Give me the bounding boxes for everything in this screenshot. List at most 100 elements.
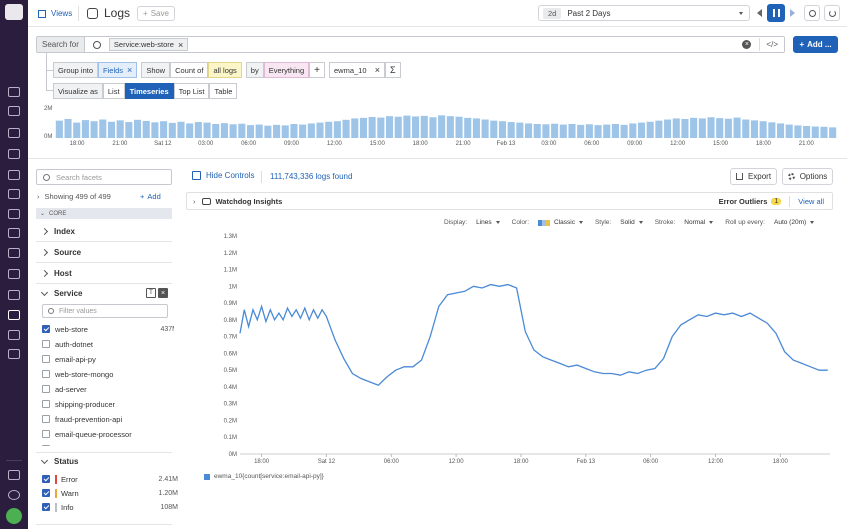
pause-icon bbox=[772, 9, 780, 17]
timeseries-chart[interactable]: 1.3M 1.2M 1.1M 1M 0.9M 0.8M 0.7M 0.6M 0.5M 0.4M 0.… bbox=[186, 228, 836, 480]
checkbox[interactable] bbox=[42, 385, 50, 393]
add-group-button[interactable]: + bbox=[309, 62, 325, 78]
core-section[interactable]: ⌄ CORE bbox=[36, 208, 172, 219]
color-select[interactable]: Classic bbox=[538, 219, 583, 226]
viz-list-option[interactable]: List bbox=[102, 83, 125, 99]
options-button[interactable]: Options bbox=[782, 168, 833, 185]
close-icon[interactable]: × bbox=[158, 288, 168, 298]
rum-icon[interactable] bbox=[8, 248, 20, 258]
add-facet-button[interactable]: + Add bbox=[140, 192, 161, 201]
pin-facet-icon[interactable]: T bbox=[146, 288, 156, 298]
service-facet-item[interactable]: fraud-prevention-api- bbox=[42, 412, 174, 426]
integrations-icon[interactable] bbox=[8, 349, 20, 359]
checkbox[interactable] bbox=[42, 340, 50, 348]
chevron-right-icon[interactable]: › bbox=[37, 192, 40, 201]
facet-service[interactable]: Service bbox=[40, 288, 82, 298]
facet-source[interactable]: Source bbox=[40, 248, 81, 257]
help-icon[interactable] bbox=[8, 490, 20, 500]
checkbox[interactable] bbox=[42, 489, 50, 497]
checkbox[interactable] bbox=[42, 355, 50, 363]
service-facet-item[interactable]: auth-dotnet- bbox=[42, 337, 174, 351]
status-facet-item[interactable]: Warn 1.20M bbox=[42, 486, 178, 500]
facet-search[interactable]: Search facets bbox=[36, 169, 172, 185]
service-facet-item[interactable]: shipping-producer- bbox=[42, 397, 174, 411]
facet-host[interactable]: Host bbox=[40, 269, 72, 278]
display-select[interactable]: Lines bbox=[476, 219, 500, 226]
checkbox[interactable] bbox=[42, 400, 50, 408]
stroke-select[interactable]: Normal bbox=[684, 219, 714, 226]
views-button[interactable]: Views bbox=[38, 7, 72, 20]
security-icon[interactable] bbox=[8, 189, 20, 199]
search-term-chip[interactable]: Service:web-store × bbox=[108, 38, 189, 51]
histogram-bar bbox=[594, 125, 602, 138]
avatar[interactable] bbox=[6, 508, 22, 524]
checkbox[interactable] bbox=[42, 445, 50, 446]
apm-icon[interactable] bbox=[8, 209, 20, 219]
service-filter-input[interactable]: Filter values bbox=[59, 307, 97, 315]
watchdog-insights-bar[interactable]: › Watchdog Insights Error Outliers 1 Vie… bbox=[186, 192, 833, 210]
refresh-button[interactable] bbox=[824, 5, 840, 21]
checkbox[interactable] bbox=[42, 503, 50, 511]
log-volume-histogram[interactable]: 2M 0M 18:00 21:00 Sat 12 03:00 06:00 09:00 12:… bbox=[28, 104, 847, 156]
service-facet-item[interactable]: web-store 437M bbox=[42, 322, 174, 336]
group-into-selector[interactable]: Fields × bbox=[98, 62, 138, 78]
close-icon[interactable]: × bbox=[374, 65, 380, 75]
service-facet-item[interactable]: email-api-py- bbox=[42, 352, 174, 366]
service-filter[interactable]: Filter values bbox=[42, 304, 168, 318]
binoculars-icon[interactable] bbox=[8, 106, 20, 116]
chart-icon[interactable] bbox=[8, 149, 20, 159]
back-icon bbox=[756, 9, 762, 17]
dashboard-icon[interactable] bbox=[8, 128, 20, 138]
add-function-button[interactable]: Σ bbox=[385, 62, 401, 78]
datadog-logo[interactable] bbox=[5, 4, 23, 20]
time-range-picker[interactable]: 2d Past 2 Days bbox=[538, 5, 750, 21]
service-facet-item[interactable]: email-queue-processor- bbox=[42, 427, 174, 441]
rollup-select[interactable]: Auto (20m) bbox=[774, 219, 815, 226]
checkbox[interactable] bbox=[42, 325, 50, 333]
status-facet-item[interactable]: Info 108M bbox=[42, 500, 178, 514]
facet-index[interactable]: Index bbox=[40, 227, 75, 236]
save-button[interactable]: + Save bbox=[137, 6, 175, 21]
hide-controls-toggle[interactable]: Hide Controls bbox=[192, 171, 254, 180]
chevron-down-icon bbox=[578, 221, 583, 224]
style-select[interactable]: Solid bbox=[620, 219, 643, 226]
checkbox[interactable] bbox=[42, 475, 50, 483]
export-button[interactable]: Export bbox=[730, 168, 777, 185]
facet-status[interactable]: Status bbox=[40, 456, 78, 466]
close-icon[interactable]: × bbox=[177, 39, 184, 50]
code-icon[interactable]: </> bbox=[766, 40, 778, 49]
chat-icon[interactable] bbox=[8, 470, 20, 480]
viz-timeseries-option[interactable]: Timeseries bbox=[124, 83, 174, 99]
checkbox[interactable] bbox=[42, 370, 50, 378]
close-icon[interactable]: × bbox=[127, 65, 133, 75]
measure-selector[interactable]: all logs bbox=[208, 62, 242, 78]
service-facet-item[interactable]: product-recommendati...- bbox=[42, 442, 174, 446]
synthetics-icon[interactable] bbox=[8, 269, 20, 279]
viz-toplist-option[interactable]: Top List bbox=[173, 83, 210, 99]
infrastructure-icon[interactable] bbox=[8, 170, 20, 180]
pause-button[interactable] bbox=[767, 4, 785, 22]
function-chip[interactable]: ewma_10 × bbox=[329, 62, 385, 78]
add-button[interactable]: + Add ... bbox=[793, 36, 838, 53]
zoom-button[interactable] bbox=[804, 5, 820, 21]
checkbox[interactable] bbox=[42, 415, 50, 423]
search-bar[interactable]: Search for Service:web-store × × </> bbox=[36, 36, 785, 53]
facet-search-input[interactable]: Search facets bbox=[56, 172, 102, 182]
shield-icon[interactable] bbox=[8, 330, 20, 340]
previous-time-button[interactable] bbox=[753, 5, 765, 21]
clear-search-icon[interactable]: × bbox=[742, 40, 752, 49]
series-line[interactable] bbox=[239, 283, 828, 386]
service-facet-item[interactable]: web-store-mongo- bbox=[42, 367, 174, 381]
search-icon[interactable] bbox=[8, 87, 20, 97]
notebook-icon[interactable] bbox=[8, 290, 20, 300]
chart-legend[interactable]: ewma_10{count[service:email-api-py]} bbox=[204, 473, 324, 480]
status-facet-item[interactable]: Error 2.41M bbox=[42, 472, 178, 486]
viz-table-option[interactable]: Table bbox=[209, 83, 238, 99]
forward-time-button[interactable] bbox=[786, 5, 798, 21]
group-by-selector[interactable]: Everything bbox=[263, 62, 310, 78]
logs-icon[interactable] bbox=[8, 310, 20, 320]
checkbox[interactable] bbox=[42, 430, 50, 438]
network-icon[interactable] bbox=[8, 228, 20, 238]
service-facet-item[interactable]: ad-server- bbox=[42, 382, 174, 396]
view-all-link[interactable]: View all bbox=[798, 196, 824, 206]
